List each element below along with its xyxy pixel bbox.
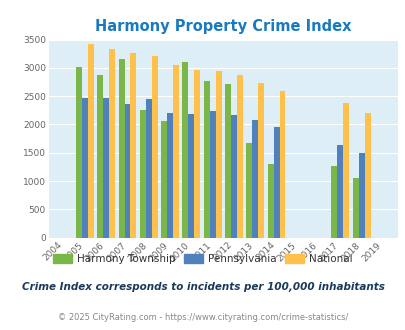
Title: Harmony Property Crime Index: Harmony Property Crime Index	[95, 19, 351, 34]
Bar	[124, 104, 130, 238]
Bar	[364, 113, 370, 238]
Bar	[97, 75, 103, 238]
Bar	[352, 178, 358, 238]
Bar	[330, 166, 337, 238]
Bar	[118, 59, 124, 238]
Text: Crime Index corresponds to incidents per 100,000 inhabitants: Crime Index corresponds to incidents per…	[21, 282, 384, 292]
Bar	[237, 75, 242, 238]
Bar	[76, 67, 82, 238]
Bar	[273, 127, 279, 238]
Bar	[246, 143, 252, 238]
Bar	[343, 103, 348, 238]
Bar	[215, 71, 221, 238]
Bar	[151, 56, 157, 238]
Bar	[279, 90, 285, 238]
Bar	[139, 110, 145, 238]
Bar	[358, 153, 364, 238]
Bar	[224, 84, 230, 238]
Bar	[161, 121, 167, 238]
Bar	[182, 62, 188, 238]
Bar	[130, 52, 136, 238]
Bar	[109, 49, 115, 238]
Bar	[230, 115, 237, 238]
Bar	[173, 65, 179, 238]
Bar	[103, 98, 109, 238]
Bar	[267, 164, 273, 238]
Bar	[194, 70, 200, 238]
Bar	[145, 99, 151, 238]
Legend: Harmony Township, Pennsylvania, National: Harmony Township, Pennsylvania, National	[49, 249, 356, 268]
Bar	[337, 145, 343, 238]
Bar	[167, 113, 173, 238]
Bar	[188, 114, 194, 238]
Bar	[209, 111, 215, 238]
Bar	[82, 98, 87, 238]
Bar	[203, 82, 209, 238]
Bar	[87, 44, 94, 238]
Bar	[258, 83, 264, 238]
Text: © 2025 CityRating.com - https://www.cityrating.com/crime-statistics/: © 2025 CityRating.com - https://www.city…	[58, 313, 347, 322]
Bar	[252, 120, 258, 238]
